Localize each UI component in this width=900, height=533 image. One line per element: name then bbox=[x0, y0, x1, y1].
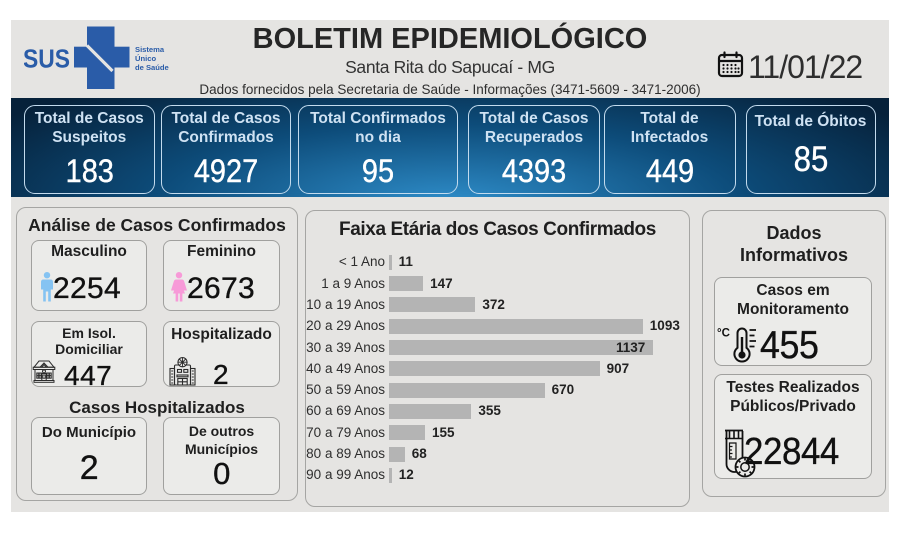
svg-text:SUS: SUS bbox=[24, 44, 70, 74]
svg-text:Sistema: Sistema bbox=[135, 45, 165, 54]
svg-text:°C: °C bbox=[717, 328, 730, 340]
svg-text:de Saúde: de Saúde bbox=[135, 63, 169, 72]
svg-text:Único: Único bbox=[135, 54, 156, 63]
